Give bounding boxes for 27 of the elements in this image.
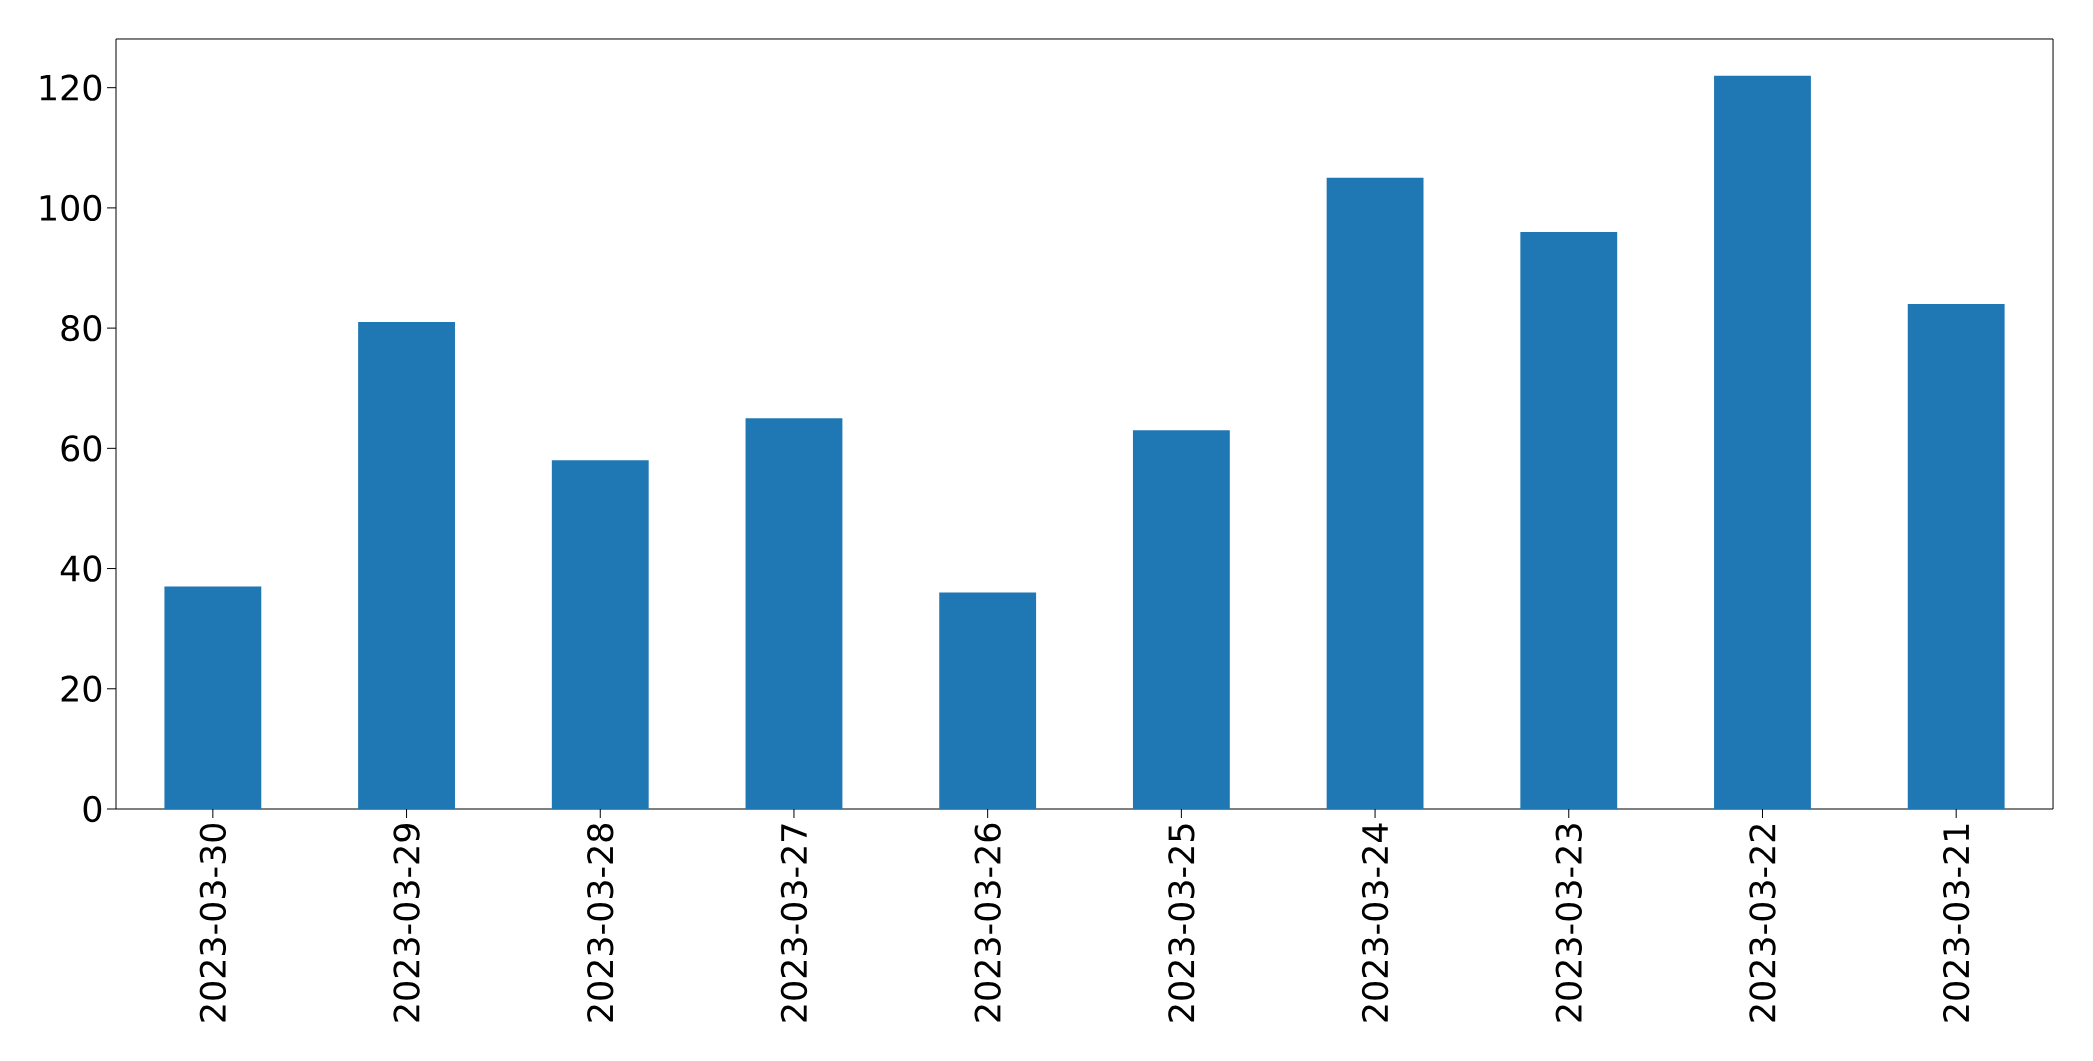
y-tick-label: 60 (61, 435, 102, 462)
x-tick-label: 2023-03-24 (1361, 823, 1389, 1022)
y-tick-label: 120 (40, 74, 102, 101)
x-tick-label: 2023-03-25 (1168, 824, 1195, 1022)
x-tick-label: 2023-03-27 (780, 824, 808, 1022)
bar (1132, 430, 1230, 809)
bar (164, 586, 262, 809)
bar (939, 592, 1037, 809)
x-tick-label: 2023-03-21 (1942, 824, 1970, 1022)
x-tick-label: 2023-03-23 (1555, 824, 1582, 1022)
bar (551, 460, 649, 809)
bar (1520, 231, 1618, 809)
x-tick-label: 2023-03-26 (974, 823, 1001, 1022)
y-tick-label: 40 (60, 555, 102, 582)
bar (1326, 177, 1424, 809)
y-tick-label: 20 (61, 675, 102, 702)
x-tick-label: 2023-03-29 (393, 824, 420, 1022)
bar (1714, 75, 1811, 809)
x-tick-label: 2023-03-28 (587, 823, 614, 1022)
x-tick-label: 2023-03-22 (1749, 825, 1776, 1022)
bar (745, 418, 843, 809)
x-tick-label: 2023-03-30 (199, 823, 227, 1022)
y-tick-label: 0 (83, 795, 102, 823)
bar (1907, 304, 2005, 809)
y-tick-label: 80 (61, 314, 102, 342)
bar (358, 322, 455, 809)
y-tick-label: 100 (40, 194, 102, 222)
